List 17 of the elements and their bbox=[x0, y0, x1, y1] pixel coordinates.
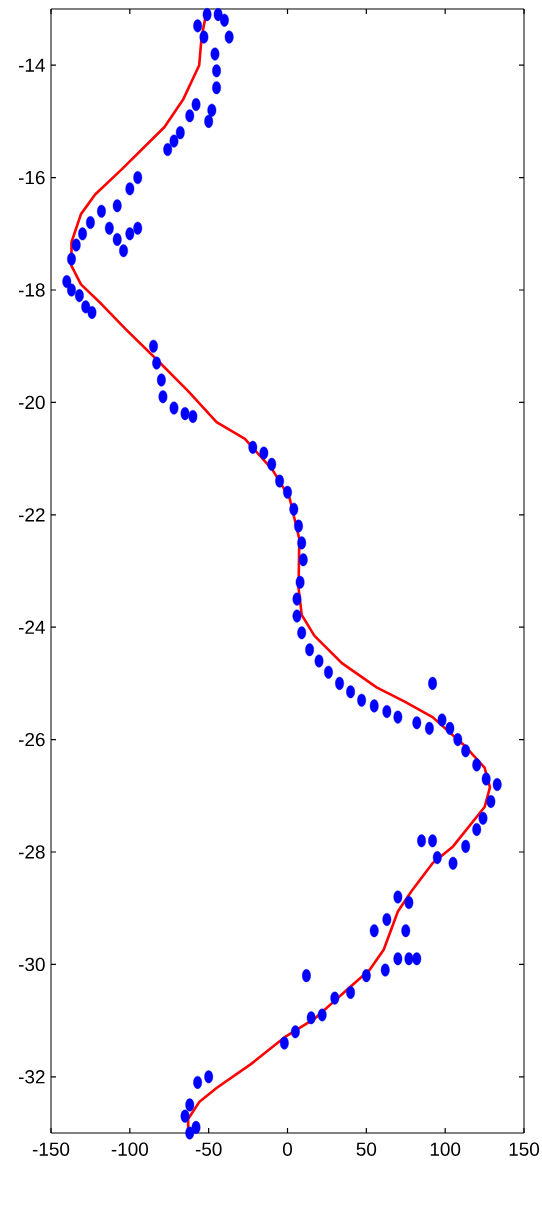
x-tick-label: -100 bbox=[111, 1142, 149, 1156]
y-tick-label: -28 bbox=[18, 845, 45, 859]
x-tick-label: 100 bbox=[430, 1142, 461, 1156]
x-tick-label: -50 bbox=[195, 1142, 222, 1156]
y-tick-label: -20 bbox=[18, 395, 45, 410]
y-tick-label: -18 bbox=[18, 283, 45, 297]
x-tick-label: 0 bbox=[282, 1142, 293, 1156]
x-tick-label: 50 bbox=[356, 1142, 377, 1156]
x-tick-label: -150 bbox=[32, 1142, 70, 1156]
y-tick-label: -22 bbox=[18, 508, 45, 522]
y-tick-label: -24 bbox=[18, 620, 45, 634]
y-tick-label: -14 bbox=[18, 58, 45, 72]
y-tick-label: -32 bbox=[18, 1070, 45, 1084]
x-tick-label: 150 bbox=[509, 1142, 540, 1156]
y-tick-label: -26 bbox=[18, 732, 45, 747]
y-tick-label: -30 bbox=[18, 957, 45, 972]
y-tick-label: -16 bbox=[18, 170, 45, 185]
